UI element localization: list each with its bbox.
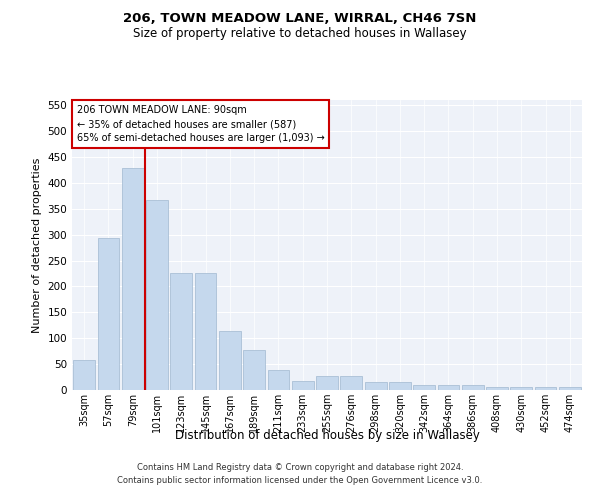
Bar: [389, 382, 411, 390]
Bar: [219, 332, 241, 390]
Bar: [194, 273, 217, 390]
Bar: [73, 360, 95, 390]
Bar: [122, 168, 143, 390]
Bar: [340, 376, 362, 390]
Bar: [97, 238, 119, 390]
Text: Size of property relative to detached houses in Wallasey: Size of property relative to detached ho…: [133, 28, 467, 40]
Bar: [243, 350, 265, 390]
Bar: [146, 200, 168, 390]
Text: Contains public sector information licensed under the Open Government Licence v3: Contains public sector information licen…: [118, 476, 482, 485]
Bar: [486, 387, 508, 390]
Text: Contains HM Land Registry data © Crown copyright and database right 2024.: Contains HM Land Registry data © Crown c…: [137, 464, 463, 472]
Bar: [462, 385, 484, 390]
Bar: [413, 385, 435, 390]
Bar: [437, 385, 460, 390]
Bar: [511, 387, 532, 390]
Text: 206 TOWN MEADOW LANE: 90sqm
← 35% of detached houses are smaller (587)
65% of se: 206 TOWN MEADOW LANE: 90sqm ← 35% of det…: [77, 105, 325, 143]
Bar: [365, 382, 386, 390]
Y-axis label: Number of detached properties: Number of detached properties: [32, 158, 42, 332]
Bar: [170, 273, 192, 390]
Text: 206, TOWN MEADOW LANE, WIRRAL, CH46 7SN: 206, TOWN MEADOW LANE, WIRRAL, CH46 7SN: [124, 12, 476, 26]
Bar: [268, 370, 289, 390]
Bar: [559, 388, 581, 390]
Bar: [292, 380, 314, 390]
Text: Distribution of detached houses by size in Wallasey: Distribution of detached houses by size …: [175, 428, 479, 442]
Bar: [316, 376, 338, 390]
Bar: [535, 387, 556, 390]
